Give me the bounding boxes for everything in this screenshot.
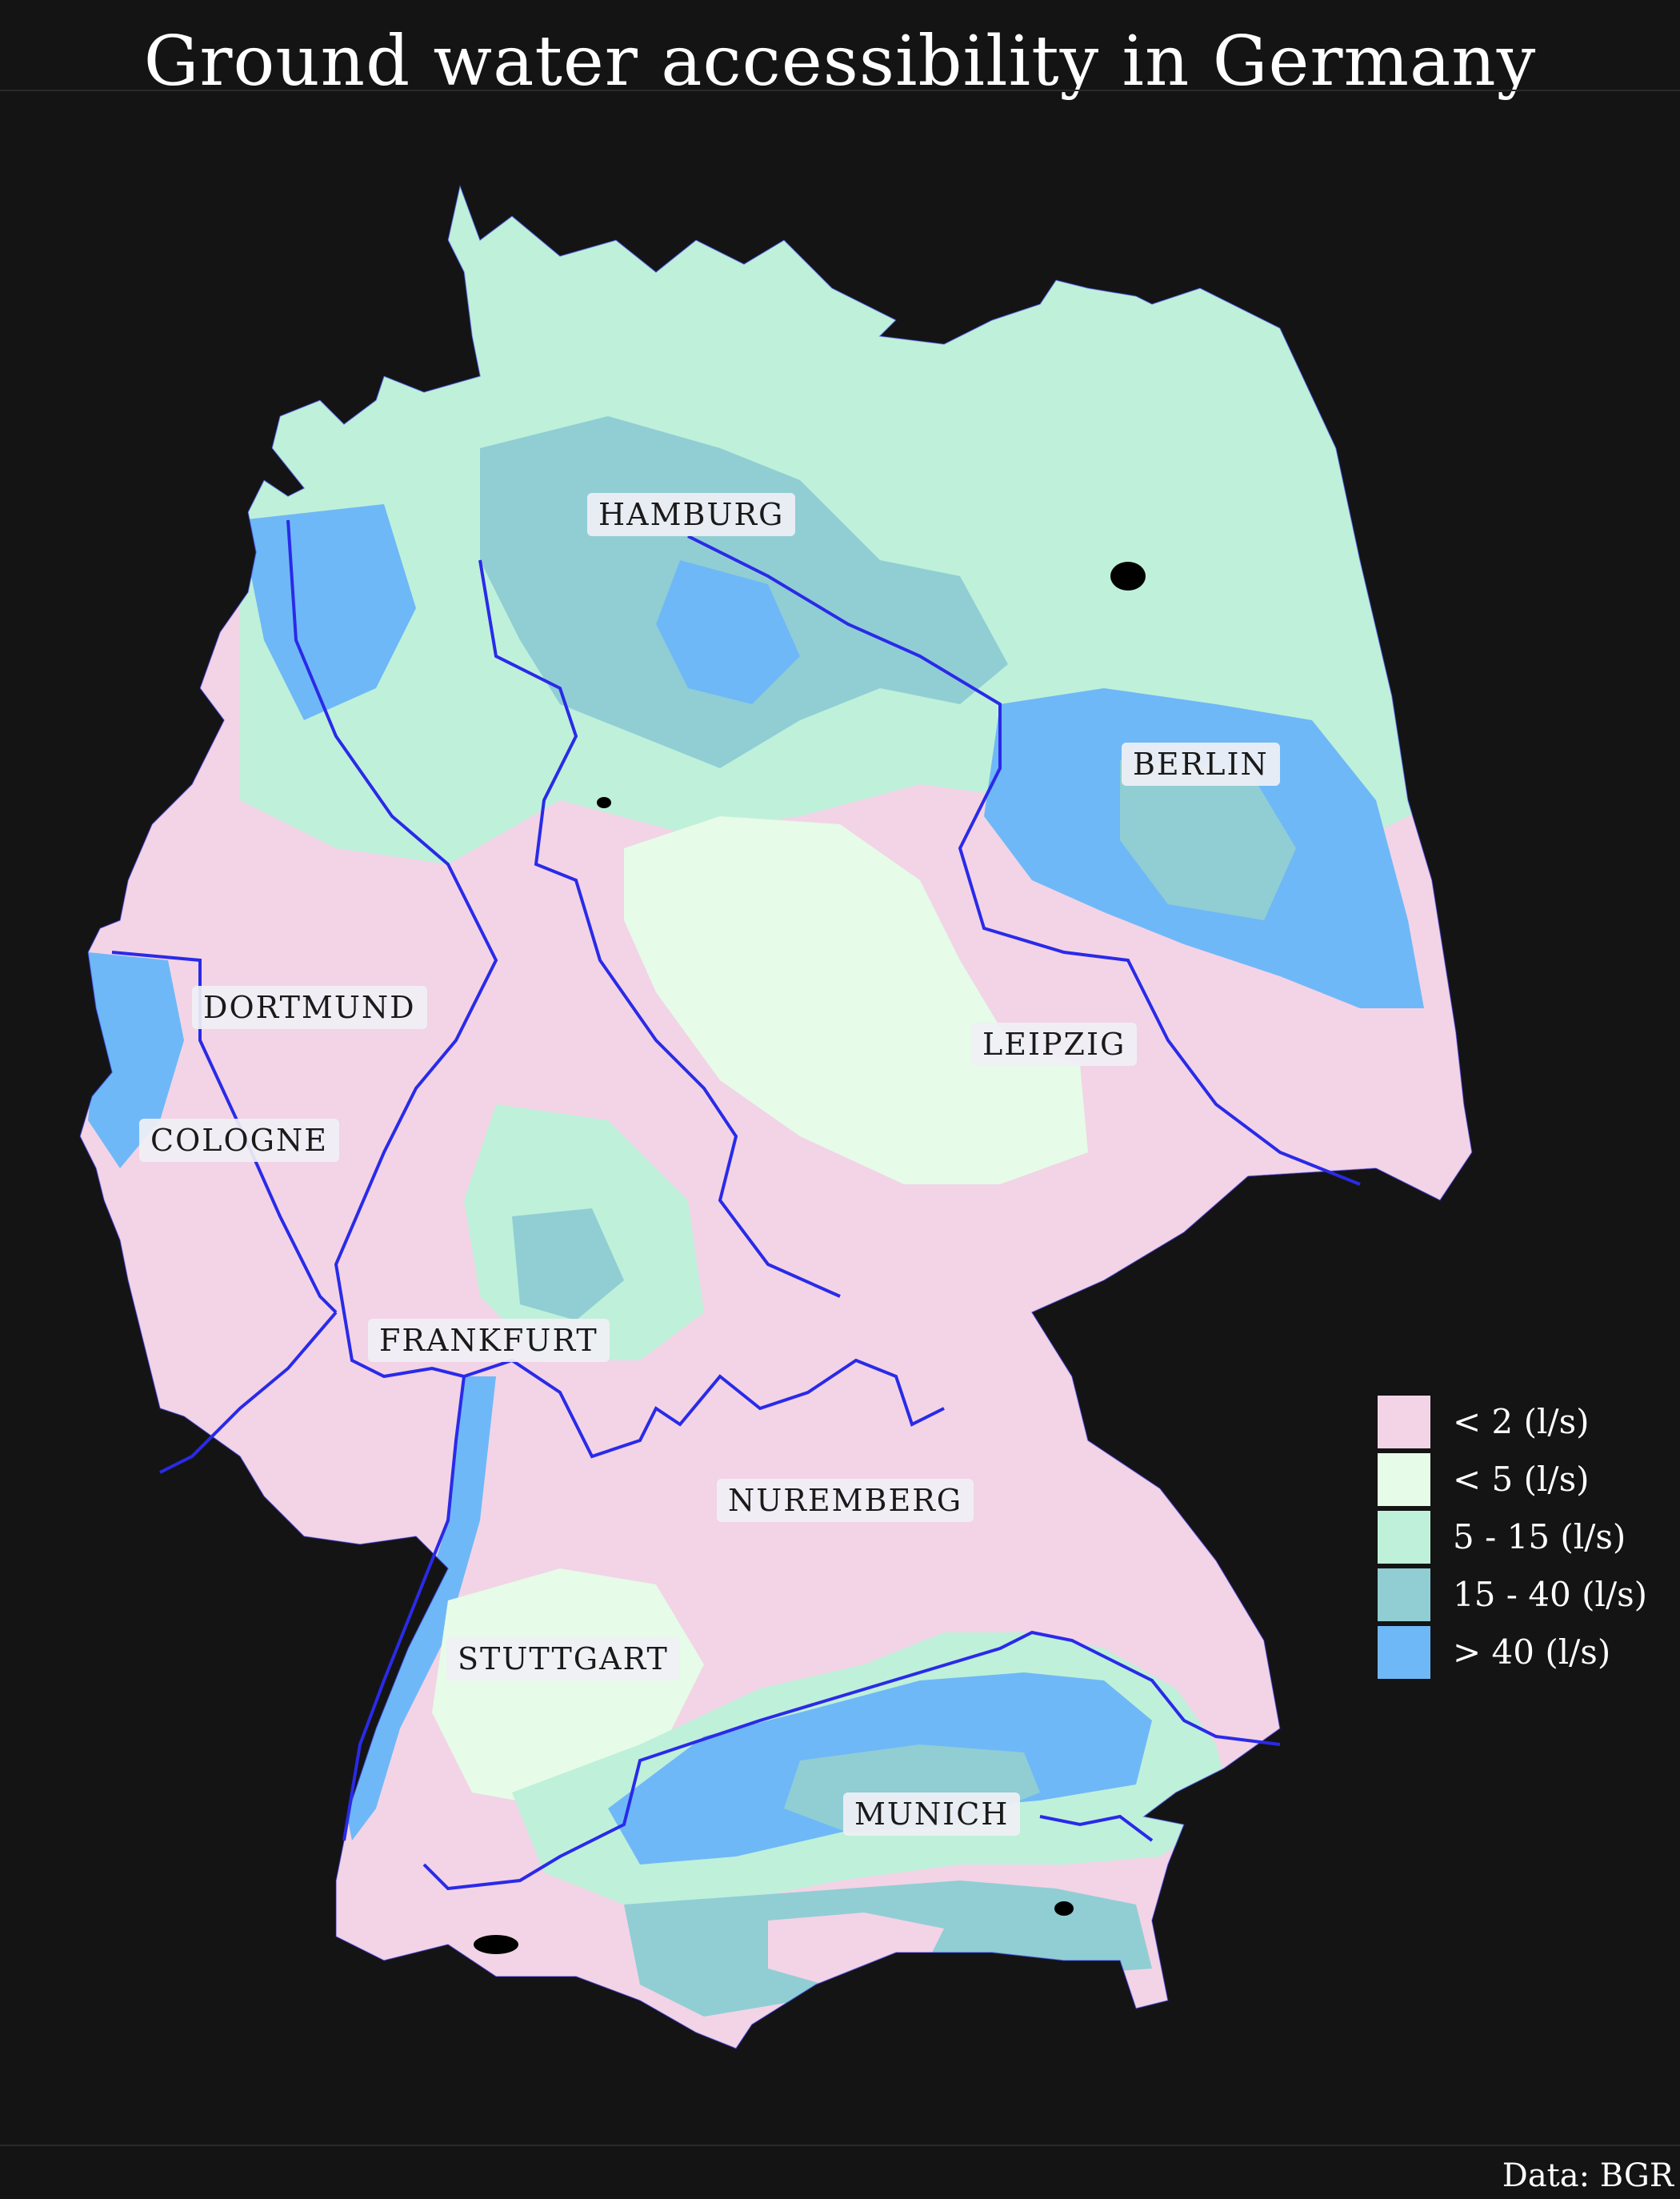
bottom-divider bbox=[0, 2145, 1680, 2146]
main-river bbox=[463, 1358, 945, 1459]
city-label-dortmund: DORTMUND bbox=[192, 986, 427, 1029]
north-aquifer-zone bbox=[656, 560, 800, 704]
city-label-stuttgart: STUTTGART bbox=[446, 1637, 680, 1680]
city-label-nuremberg: NUREMBERG bbox=[717, 1479, 974, 1522]
legend-label: < 5 (l/s) bbox=[1453, 1460, 1590, 1499]
city-label-frankfurt: FRANKFURT bbox=[368, 1319, 610, 1362]
alpine-low-zone bbox=[768, 1913, 944, 1985]
legend-swatch bbox=[1378, 1511, 1430, 1564]
top-divider bbox=[0, 90, 1680, 91]
legend-label: < 2 (l/s) bbox=[1453, 1402, 1590, 1441]
rhine-river bbox=[286, 519, 498, 1841]
legend-label: 5 - 15 (l/s) bbox=[1453, 1517, 1626, 1556]
moselle-river bbox=[159, 1311, 338, 1474]
mecklenburg-lake bbox=[1110, 562, 1146, 591]
legend-swatch bbox=[1378, 1453, 1430, 1506]
leipzig-light-zone bbox=[624, 816, 1088, 1184]
data-source: Data: BGR bbox=[1502, 2157, 1674, 2194]
legend-swatch bbox=[1378, 1626, 1430, 1679]
map-title: Ground water accessibility in Germany bbox=[143, 22, 1537, 102]
upper-rhine-aquifer-zone bbox=[344, 1376, 496, 1841]
city-label-cologne: COLOGNE bbox=[139, 1119, 339, 1162]
legend-label: 15 - 40 (l/s) bbox=[1453, 1575, 1648, 1614]
danube-river bbox=[422, 1630, 1281, 1891]
lake-constance bbox=[474, 1935, 518, 1954]
legend-label: > 40 (l/s) bbox=[1453, 1632, 1611, 1672]
city-label-munich: MUNICH bbox=[843, 1792, 1021, 1836]
legend-swatch bbox=[1378, 1396, 1430, 1448]
elbe-river bbox=[687, 535, 1361, 1186]
north-plain-zone bbox=[240, 186, 1440, 864]
city-label-hamburg: HAMBURG bbox=[587, 493, 796, 536]
lower-rhine-aquifer-zone bbox=[240, 504, 416, 720]
steinhuder-lake bbox=[597, 797, 611, 808]
city-label-leipzig: LEIPZIG bbox=[971, 1023, 1138, 1066]
rhine-aquifer-zone bbox=[88, 952, 184, 1168]
central-deep-zone bbox=[512, 1208, 624, 1320]
legend-swatch bbox=[1378, 1568, 1430, 1621]
weser-river bbox=[478, 559, 841, 1298]
berlin-mixed-zone bbox=[1120, 760, 1296, 920]
city-label-berlin: BERLIN bbox=[1122, 743, 1280, 786]
inn-river bbox=[1039, 1814, 1154, 1842]
chiemsee-lake bbox=[1054, 1901, 1074, 1916]
